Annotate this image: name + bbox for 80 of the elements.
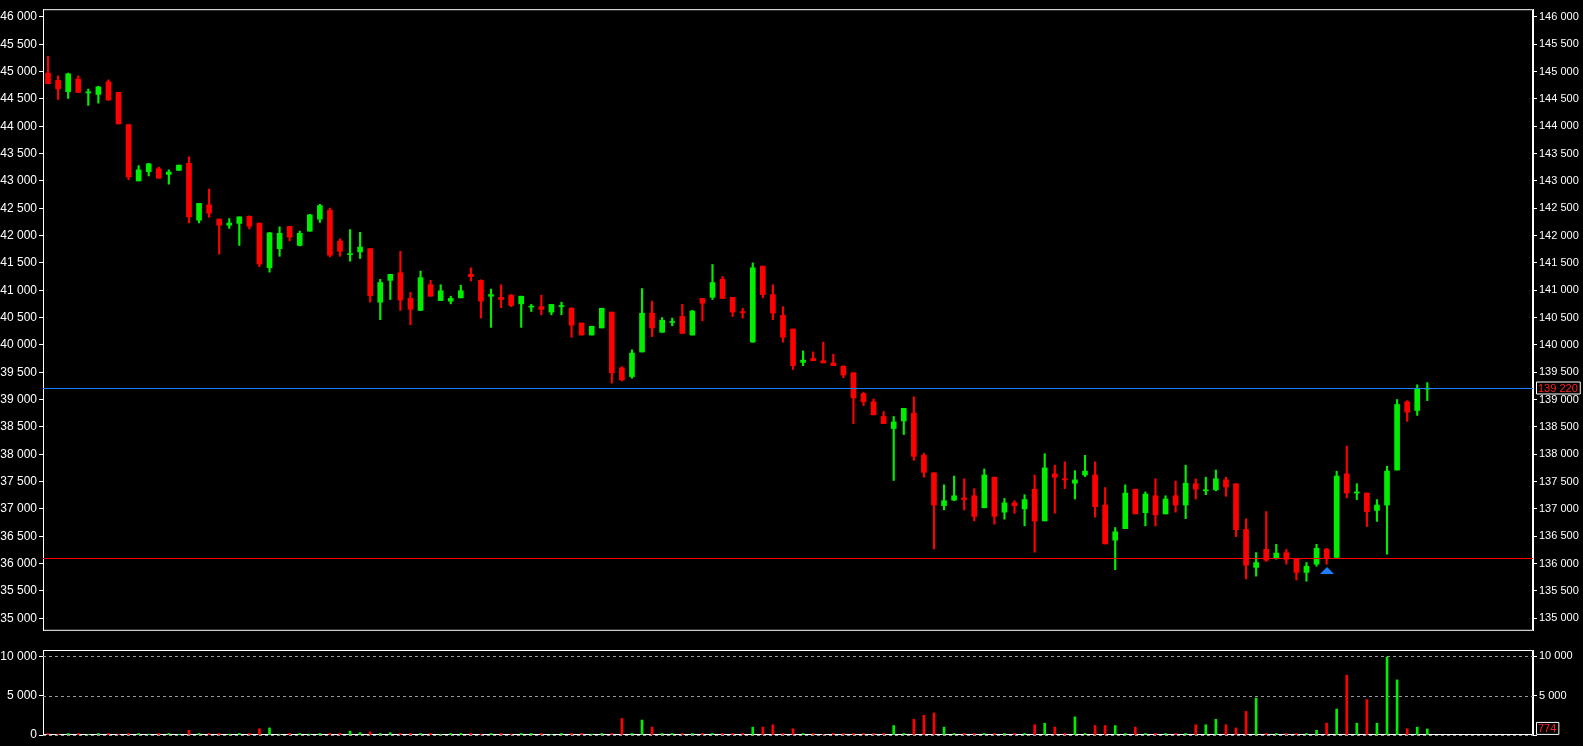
- y-tick-label: 38 000: [0, 446, 38, 461]
- candlestick: [115, 91, 122, 125]
- y2-tick-label: 141 000: [1539, 283, 1579, 296]
- y-tick-label: 5 000: [6, 687, 38, 702]
- bar: [1134, 726, 1137, 735]
- y2-tick-label: 144 000: [1539, 119, 1579, 132]
- y2-tick-label: 143 500: [1539, 146, 1579, 159]
- y2-tick-label: 5 000: [1539, 688, 1567, 701]
- candlestick: [488, 288, 494, 328]
- y-tick-label: 35 000: [0, 610, 38, 625]
- y2-tick-label: 135 500: [1539, 583, 1579, 596]
- y-tick-label: 42 000: [0, 227, 38, 242]
- y-tick-label: 37 500: [0, 473, 38, 488]
- y2-tick-label: 145 500: [1539, 37, 1579, 50]
- y2-tick-label: 140 000: [1539, 337, 1579, 350]
- y2-tick-label: 139 500: [1539, 365, 1579, 378]
- bar: [1194, 724, 1198, 735]
- bar: [1325, 722, 1328, 735]
- y-tick-label: 36 500: [0, 528, 38, 543]
- bar: [258, 728, 261, 735]
- y2-tick-label: 135 000: [1539, 611, 1579, 624]
- y-tick-label: 43 000: [0, 173, 38, 188]
- bar: [751, 726, 755, 735]
- y-tick-label: 40 000: [0, 337, 38, 352]
- bar: [892, 725, 896, 735]
- y2-tick-label: 136 000: [1539, 556, 1579, 569]
- y2-tick-label: 146 000: [1539, 9, 1579, 22]
- y-tick-label: 43 500: [0, 145, 38, 160]
- bar: [1113, 725, 1117, 735]
- y-tick-label: 44 000: [0, 118, 38, 133]
- bar: [368, 731, 372, 735]
- y-tick-label: 42 500: [0, 200, 38, 215]
- y2-tick-label: 145 000: [1539, 64, 1579, 77]
- y2-tick-label: 138 000: [1539, 447, 1579, 460]
- y2-tick-label: 137 500: [1539, 474, 1579, 487]
- y2-tick-label: 142 000: [1539, 228, 1579, 241]
- bar: [1355, 722, 1359, 735]
- y-tick-label: 41 500: [0, 255, 38, 270]
- y-tick-label: 39 000: [0, 391, 38, 406]
- y-tick-label: 10 000: [0, 648, 38, 663]
- bar: [1204, 724, 1208, 735]
- y-tick-label: 36 000: [0, 555, 38, 570]
- annotation: 774: [1538, 721, 1557, 734]
- bar: [1033, 724, 1036, 735]
- bar: [1345, 674, 1349, 735]
- bar: [1053, 726, 1057, 735]
- y-tick-label: 40 500: [0, 309, 38, 324]
- candlestick: [689, 310, 696, 336]
- y2-tick-label: 136 500: [1539, 529, 1579, 542]
- y2-tick-label: 141 500: [1539, 255, 1579, 268]
- y-tick-label: 38 500: [0, 419, 38, 434]
- bar: [268, 727, 271, 735]
- y-tick-label: 45 500: [0, 36, 38, 51]
- bar: [1335, 708, 1339, 735]
- bar: [1425, 728, 1429, 735]
- y-tick-label: 35 500: [0, 583, 38, 598]
- y-tick-label: 0: [30, 727, 38, 742]
- candlestick: [588, 325, 595, 336]
- bar: [1043, 722, 1047, 735]
- y2-tick-label: 137 000: [1539, 501, 1579, 514]
- bar: [1415, 726, 1419, 735]
- y-tick-label: 45 000: [0, 63, 38, 78]
- y-tick-label: 44 500: [0, 91, 38, 106]
- y2-tick-label: 144 500: [1539, 91, 1579, 104]
- candlestick: [176, 164, 182, 171]
- y-tick-label: 37 000: [0, 501, 38, 516]
- y-tick-label: 39 500: [0, 364, 38, 379]
- bar: [389, 732, 392, 735]
- y2-tick-label: 139 000: [1539, 392, 1579, 405]
- y-tick-label: 46 000: [0, 9, 38, 24]
- y-tick-label: 41 000: [0, 282, 38, 297]
- ref-line-label: 139 220: [1538, 381, 1578, 394]
- candlestick: [598, 307, 605, 329]
- bar: [1315, 729, 1318, 735]
- candlestick: [1132, 488, 1139, 515]
- y2-tick-label: 10 000: [1539, 649, 1573, 662]
- y2-tick-label: 143 000: [1539, 173, 1579, 186]
- y2-tick-label: 142 500: [1539, 201, 1579, 214]
- y2-tick-label: 140 500: [1539, 310, 1579, 323]
- y2-tick-label: 138 500: [1539, 419, 1579, 432]
